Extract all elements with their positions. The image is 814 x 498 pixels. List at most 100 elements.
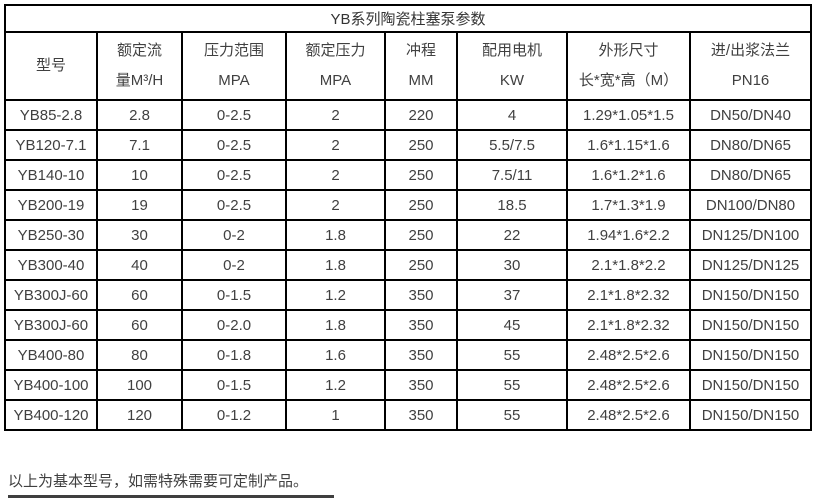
cell: 250 [384,219,458,251]
cell: 0-2.5 [181,189,287,221]
cell: 2.48*2.5*2.6 [566,399,691,431]
cell: 0-1.8 [181,339,287,371]
cell: 10 [96,159,183,191]
cell: 1.8 [285,219,386,251]
cell: 0-1.2 [181,399,287,431]
cell: DN100/DN80 [688,189,813,221]
cell: DN50/DN40 [688,99,813,131]
cell: 100 [96,369,183,401]
cell: DN150/DN150 [688,309,813,341]
table-row: YB250-30 30 0-2 1.8 250 22 1.94*1.6*2.2 DN125/D… [4,219,813,251]
cell: 55 [456,399,568,431]
column-header: 外形尺寸 长*宽*高（M） [566,31,691,101]
cell: 1.6*1.15*1.6 [566,129,691,161]
footer-note: 以上为基本型号，如需特殊需要可定制产品。 [8,473,309,490]
column-header: 冲程 MM [384,31,458,101]
cell: 2.1*1.8*2.32 [566,309,691,341]
cell: YB85-2.8 [4,99,98,131]
cell: DN125/DN100 [688,219,813,251]
cell: 350 [384,309,458,341]
cell: YB300-40 [4,249,98,281]
cell: 1.6 [285,339,386,371]
cell: DN80/DN65 [688,159,813,191]
table-title: YB系列陶瓷柱塞泵参数 [3,4,813,33]
cell: 0-2.5 [181,129,287,161]
column-header: 压力范围 MPA [181,31,287,101]
table-row: YB140-10 10 0-2.5 2 250 7.5/11 1.6*1.2*1.6 DN80… [4,159,813,191]
cell: 60 [96,309,183,341]
cell: 0-1.5 [181,279,287,311]
cell: 1.7*1.3*1.9 [566,189,691,221]
cell: 19 [96,189,183,221]
table-row: YB400-100 100 0-1.5 1.2 350 55 2.48*2.5*2.6 DN1… [4,369,813,401]
cell: YB400-120 [4,399,98,431]
cell: 0-2.5 [181,99,287,131]
column-header: 型号 [4,31,98,101]
cell: 1.2 [285,279,386,311]
column-header: 配用电机 KW [456,31,568,101]
cell: DN80/DN65 [688,129,813,161]
cell: 30 [96,219,183,251]
cell: 37 [456,279,568,311]
table-row: YB85-2.8 2.8 0-2.5 2 220 4 1.29*1.05*1.5 DN50/D… [4,99,813,131]
table-row: YB400-120 120 0-1.2 1 350 55 2.48*2.5*2.6 DN150… [4,399,813,431]
cell: 1.8 [285,309,386,341]
cell: DN125/DN125 [688,249,813,281]
cell: 350 [384,279,458,311]
table-row: YB300J-60 60 0-1.5 1.2 350 37 2.1*1.8*2.32 DN15… [4,279,813,311]
cell: 2.1*1.8*2.32 [566,279,691,311]
cell: 350 [384,369,458,401]
cell: 40 [96,249,183,281]
cell: 220 [384,99,458,131]
cell: 0-2.5 [181,159,287,191]
cell: YB120-7.1 [4,129,98,161]
cell: 22 [456,219,568,251]
table-body: YB85-2.8 2.8 0-2.5 2 220 4 1.29*1.05*1.5 DN50/D… [4,99,813,431]
cell: 350 [384,399,458,431]
table-row: YB400-80 80 0-1.8 1.6 350 55 2.48*2.5*2.6 DN150… [4,339,813,371]
cell: 2 [285,99,386,131]
cell: 4 [456,99,568,131]
page: YB系列陶瓷柱塞泵参数 型号 额定流 量M³/H 压力范围 MPA 额定压力 MPA 冲程 MM… [0,4,814,498]
table-row: YB300J-60 60 0-2.0 1.8 350 45 2.1*1.8*2.32 DN15… [4,309,813,341]
cell: 45 [456,309,568,341]
cell: 0-2 [181,249,287,281]
column-header: 额定压力 MPA [285,31,386,101]
cell: DN150/DN150 [688,399,813,431]
cell: 55 [456,369,568,401]
cell: 250 [384,159,458,191]
cell: 1.29*1.05*1.5 [566,99,691,131]
cell: YB400-80 [4,339,98,371]
cell: YB200-19 [4,189,98,221]
cell: 1.2 [285,369,386,401]
cell: 1.94*1.6*2.2 [566,219,691,251]
column-header: 额定流 量M³/H [96,31,183,101]
cell: 2 [285,159,386,191]
cell: 1.8 [285,249,386,281]
cell: YB300J-60 [4,309,98,341]
cell: 350 [384,339,458,371]
table-row: YB120-7.1 7.1 0-2.5 2 250 5.5/7.5 1.6*1.15*1.6… [4,129,813,161]
cell: 0-1.5 [181,369,287,401]
cell: 250 [384,249,458,281]
table-row: YB300-40 40 0-2 1.8 250 30 2.1*1.8*2.2 DN125/DN… [4,249,813,281]
cell: 7.5/11 [456,159,568,191]
cell: 120 [96,399,183,431]
cell: 5.5/7.5 [456,129,568,161]
cell: YB300J-60 [4,279,98,311]
cell: 18.5 [456,189,568,221]
cell: 0-2.0 [181,309,287,341]
cell: YB250-30 [4,219,98,251]
cell: 1 [285,399,386,431]
column-header-row: 型号 额定流 量M³/H 压力范围 MPA 额定压力 MPA 冲程 MM 配用电机 KW 外形尺寸 长*… [4,31,813,101]
column-header: 进/出浆法兰 PN16 [688,31,813,101]
cell: 2.8 [96,99,183,131]
cell: 2.48*2.5*2.6 [566,339,691,371]
table-row: YB200-19 19 0-2.5 2 250 18.5 1.7*1.3*1.9 DN100/… [4,189,813,221]
cell: 60 [96,279,183,311]
cell: DN150/DN150 [688,339,813,371]
cell: DN150/DN150 [688,279,813,311]
cell: 55 [456,339,568,371]
cell: 2 [285,189,386,221]
cell: 250 [384,129,458,161]
